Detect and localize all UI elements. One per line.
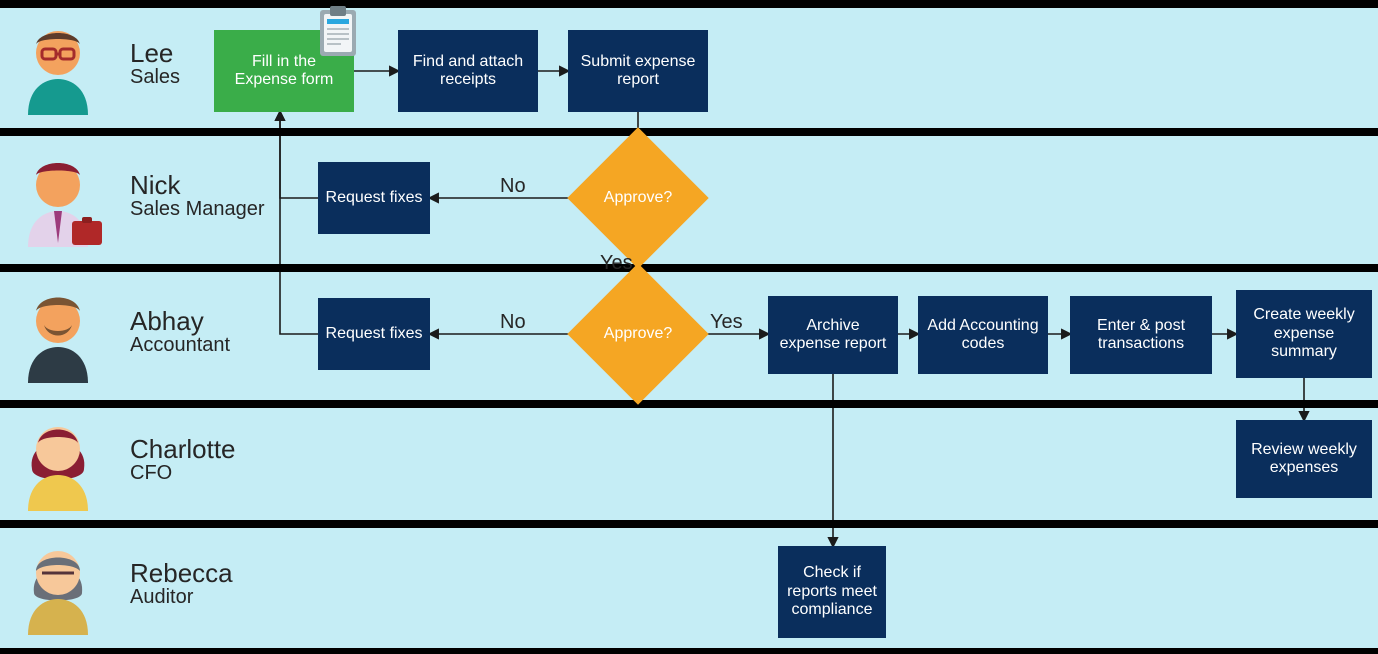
- node-enter_post: Enter & post transactions: [1070, 296, 1212, 374]
- avatar-nick: [14, 155, 102, 252]
- node-acct_codes: Add Accounting codes: [918, 296, 1048, 374]
- actor-name: Charlotte: [130, 436, 236, 463]
- actor-name: Rebecca: [130, 560, 233, 587]
- lane-divider: [0, 648, 1378, 654]
- actor-name: Lee: [130, 40, 180, 67]
- clipboard-icon: [310, 4, 366, 65]
- actor-label-lee: LeeSales: [130, 40, 180, 88]
- edge-label-no: No: [500, 175, 526, 198]
- actor-label-abhay: AbhayAccountant: [130, 308, 230, 356]
- lane-divider: [0, 128, 1378, 136]
- lane-divider: [0, 0, 1378, 8]
- swimlane-diagram: LeeSales NickSales Manager AbhayAccountant…: [0, 0, 1378, 654]
- actor-label-charlotte: CharlotteCFO: [130, 436, 236, 484]
- actor-role: Auditor: [130, 587, 233, 608]
- node-archive: Archive expense report: [768, 296, 898, 374]
- node-req_fixes1: Request fixes: [318, 162, 430, 234]
- node-label: Approve?: [604, 325, 672, 343]
- actor-name: Abhay: [130, 308, 230, 335]
- actor-role: CFO: [130, 463, 236, 484]
- lane-divider: [0, 400, 1378, 408]
- avatar-abhay: [14, 291, 102, 388]
- node-find_receipts: Find and attach receipts: [398, 30, 538, 112]
- actor-role: Sales Manager: [130, 199, 265, 220]
- avatar-charlotte: [14, 419, 102, 516]
- node-submit: Submit expense report: [568, 30, 708, 112]
- edge-label-yes: Yes: [600, 252, 633, 275]
- edge-label-yes: Yes: [710, 311, 743, 334]
- edge-label-no: No: [500, 311, 526, 334]
- node-weekly_summary: Create weekly expense summary: [1236, 290, 1372, 378]
- node-label: Approve?: [604, 189, 672, 207]
- actor-label-nick: NickSales Manager: [130, 172, 265, 220]
- node-req_fixes2: Request fixes: [318, 298, 430, 370]
- actor-role: Sales: [130, 67, 180, 88]
- lane-divider: [0, 264, 1378, 272]
- lane-divider: [0, 520, 1378, 528]
- avatar-rebecca: [14, 543, 102, 640]
- node-compliance: Check if reports meet compliance: [778, 546, 886, 638]
- actor-name: Nick: [130, 172, 265, 199]
- actor-role: Accountant: [130, 335, 230, 356]
- node-review_weekly: Review weekly expenses: [1236, 420, 1372, 498]
- actor-label-rebecca: RebeccaAuditor: [130, 560, 233, 608]
- avatar-lee: [14, 23, 102, 120]
